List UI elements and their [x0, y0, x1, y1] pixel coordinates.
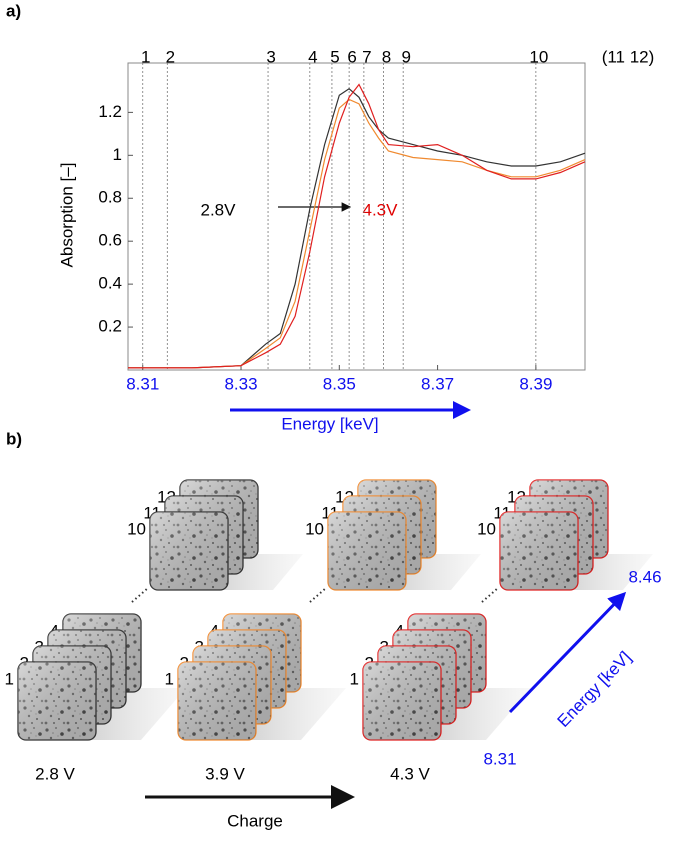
top-tick-label: 6 — [347, 47, 356, 66]
tile-number: 1 — [350, 669, 359, 688]
top-tick-label: 10 — [529, 47, 548, 66]
tile-number: 1 — [5, 669, 14, 688]
x-tick-label: 8.35 — [323, 374, 356, 393]
annotation: 4.3V — [363, 200, 399, 219]
y-tick-label: 0.8 — [98, 188, 122, 207]
stack-label: 3.9 V — [205, 764, 245, 783]
top-tick-label: 1 — [141, 47, 150, 66]
stack-label: 2.8 V — [35, 764, 75, 783]
charge-label: Charge — [227, 811, 283, 830]
ellipsis — [131, 587, 149, 603]
top-tick-label: 5 — [330, 47, 339, 66]
tile-number: 1 — [165, 669, 174, 688]
data-line — [128, 98, 586, 369]
x-tick-label: 8.31 — [126, 374, 159, 393]
stack-label: 4.3 V — [390, 764, 430, 783]
tile-shade — [150, 512, 228, 590]
tile-number: 10 — [127, 519, 146, 538]
y-tick-label: 0.6 — [98, 231, 122, 250]
energy-end: 8.46 — [628, 567, 661, 586]
tile-shade — [178, 662, 256, 740]
tile-shade — [363, 662, 441, 740]
top-tick-label: 2 — [166, 47, 175, 66]
x-tick-label: 8.33 — [224, 374, 257, 393]
x-tick-label: 8.37 — [421, 374, 454, 393]
annotation: 2.8V — [201, 200, 237, 219]
tile-shade — [18, 662, 96, 740]
top-tick-label: 8 — [382, 47, 391, 66]
y-tick-label: 1.2 — [98, 102, 122, 121]
tile-number: 10 — [477, 519, 496, 538]
y-axis-label: Absorption [–] — [57, 163, 76, 268]
energy-start: 8.31 — [483, 749, 516, 768]
panel-label: b) — [6, 429, 22, 448]
top-extra-label: (11 12) — [602, 47, 655, 66]
top-tick-label: 3 — [266, 47, 275, 66]
panel-label: a) — [6, 1, 21, 20]
y-tick-label: 0.4 — [98, 274, 122, 293]
data-line — [128, 88, 586, 369]
y-tick-label: 1 — [113, 145, 122, 164]
ellipsis — [481, 587, 499, 603]
tile-number: 10 — [305, 519, 324, 538]
diagram: 12111043212.8 V12111043213.9 V1211104321… — [5, 479, 653, 783]
tile-shade — [500, 512, 578, 590]
x-tick-label: 8.39 — [519, 374, 552, 393]
x-axis-label: Energy [keV] — [281, 414, 378, 433]
top-tick-label: 4 — [308, 47, 317, 66]
y-tick-label: 0.2 — [98, 317, 122, 336]
plot-frame — [127, 62, 586, 371]
top-tick-label: 7 — [362, 47, 371, 66]
tile-shade — [328, 512, 406, 590]
data-line — [128, 83, 586, 369]
energy-arrow — [508, 591, 627, 714]
ellipsis — [309, 587, 327, 603]
top-tick-label: 9 — [401, 47, 410, 66]
energy-label: Energy [keV] — [554, 648, 635, 731]
